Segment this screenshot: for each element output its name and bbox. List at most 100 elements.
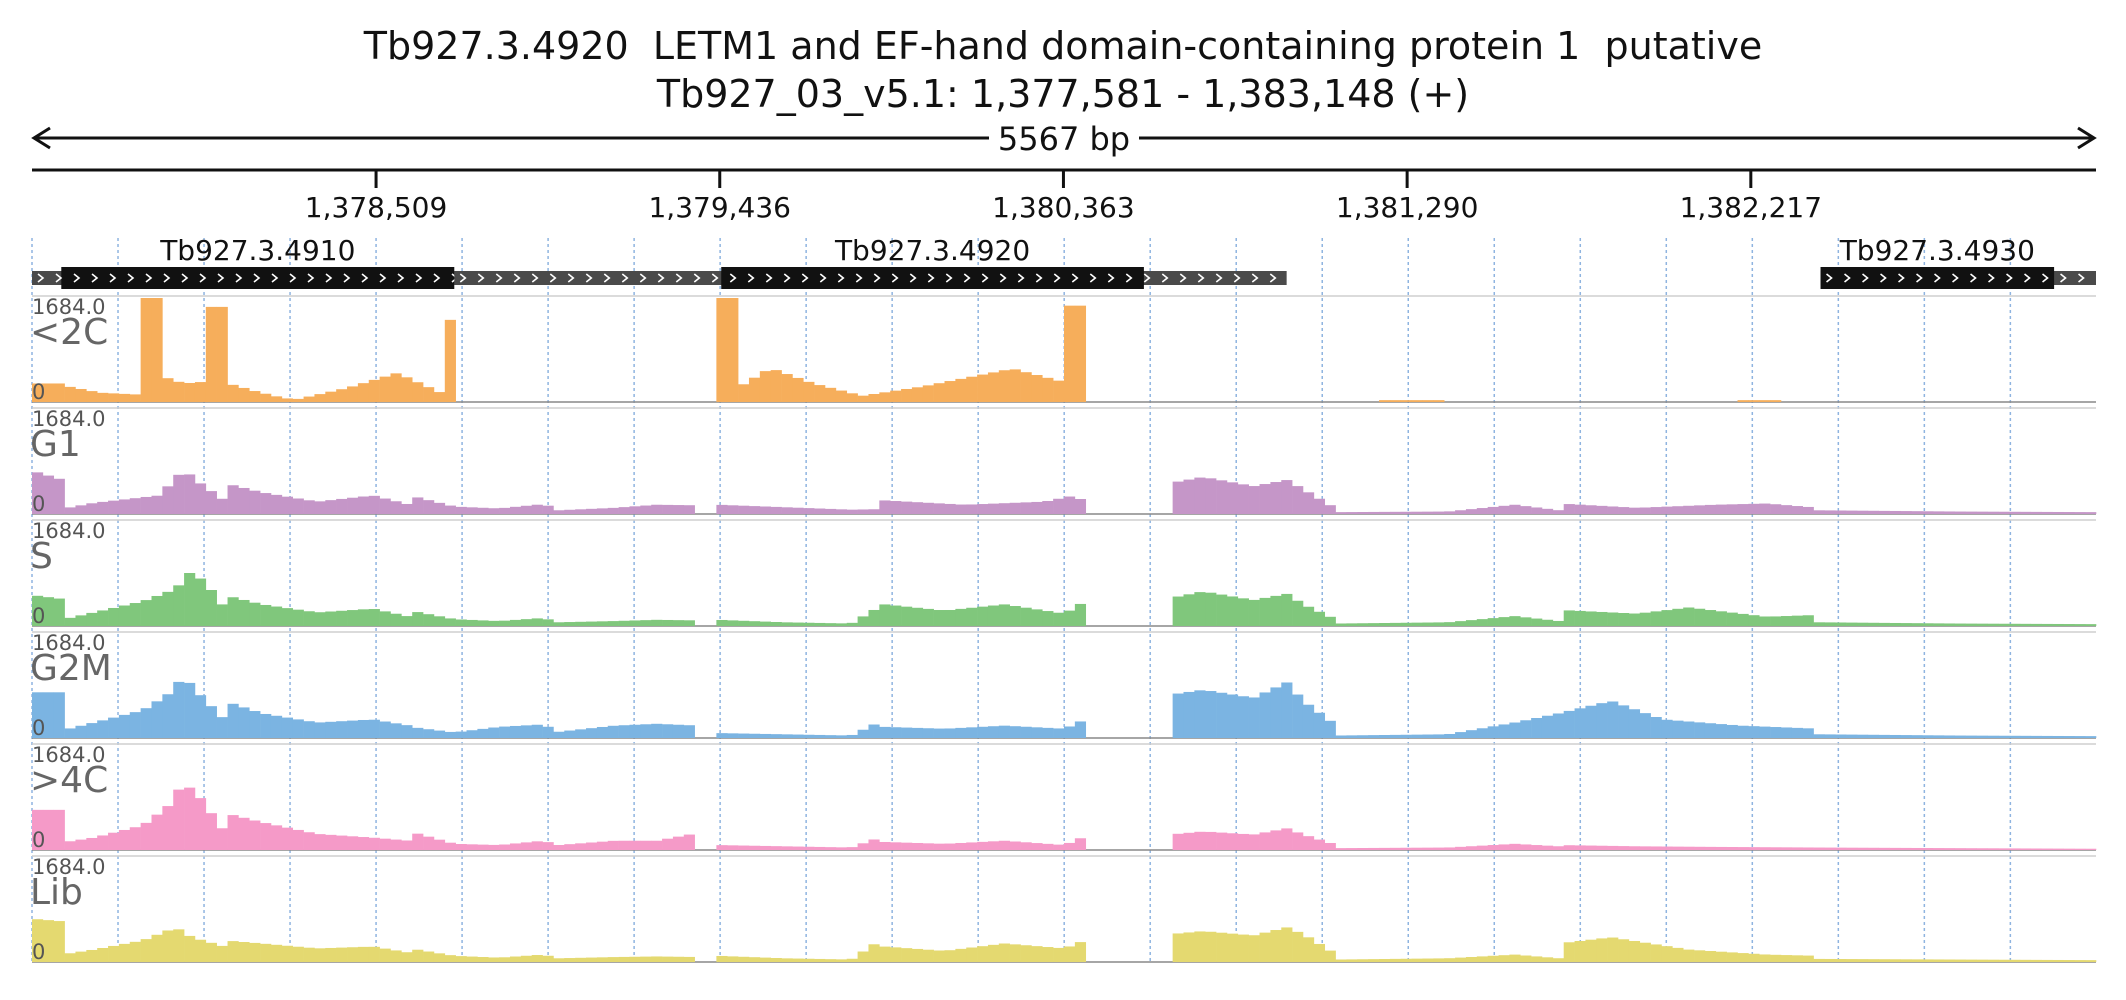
coverage-bar (1704, 723, 1717, 738)
coverage-bar (1031, 946, 1043, 962)
coverage-bar (281, 827, 294, 850)
coverage-bar (1998, 848, 2010, 850)
coverage-bar (216, 604, 228, 626)
coverage-bar (1889, 622, 1901, 626)
coverage-bar (814, 508, 826, 514)
coverage-bar (1444, 847, 1456, 850)
coverage-bar (1313, 839, 1326, 850)
coverage-bar (260, 943, 272, 962)
coverage-bar (770, 734, 782, 738)
coverage-bar (1857, 847, 1869, 850)
coverage-bar (770, 846, 782, 850)
coverage-bar (53, 478, 65, 514)
coverage-bar (1476, 508, 1488, 514)
coverage-bar (466, 844, 478, 850)
strand-arrow-icon (253, 273, 261, 283)
coverage-bar (1509, 954, 1521, 962)
coverage-bar (97, 835, 109, 850)
coverage-bar (314, 612, 326, 626)
coverage-bar (553, 510, 565, 514)
coverage-bar (292, 498, 304, 514)
coverage-bar (1867, 622, 1880, 626)
coverage-bar (814, 846, 826, 850)
coverage-bar (1650, 717, 1662, 738)
coverage-bar (1813, 510, 1825, 514)
coverage-bar (1715, 951, 1727, 962)
coverage-bar (1618, 705, 1630, 738)
coverage-bar (249, 711, 261, 738)
coverage-bar (792, 846, 804, 850)
strand-arrow-icon (2078, 273, 2085, 283)
coverage-bar (140, 496, 152, 514)
coverage-bar (1031, 843, 1043, 850)
coverage-bar (1552, 620, 1565, 626)
coverage-bar (325, 391, 337, 402)
coverage-bar (1379, 622, 1391, 626)
y-max-label: 1684.0 (32, 407, 105, 431)
strand-arrow-icon (235, 273, 243, 283)
coverage-bar (32, 692, 44, 738)
coverage-bar (727, 956, 739, 962)
coverage-bar (911, 387, 924, 402)
coverage-bar (2052, 735, 2064, 738)
strand-arrow-icon (477, 273, 485, 283)
coverage-bar (575, 957, 587, 962)
coverage-bar (64, 386, 76, 402)
coverage-bar (249, 942, 261, 962)
coverage-bar (1574, 940, 1586, 962)
coverage-bar (1357, 959, 1369, 962)
coverage-bar (325, 500, 337, 514)
coverage-bar (53, 921, 65, 962)
coverage-bar (868, 609, 880, 626)
coverage-bar (1607, 701, 1619, 738)
chart-subtitle: Tb927_03_v5.1: 1,377,581 - 1,383,148 (+) (656, 72, 1470, 116)
coverage-bar (1965, 511, 1977, 514)
y-min-label: 0 (32, 716, 45, 740)
coverage-bar (1683, 721, 1695, 738)
coverage-bar (303, 832, 315, 850)
coverage-bar (1607, 937, 1619, 962)
coverage-bar (205, 706, 217, 738)
strand-arrow-icon (585, 273, 593, 283)
coverage-bar (1411, 400, 1423, 402)
coverage-bar (2041, 735, 2053, 738)
coverage-bar (1053, 380, 1065, 402)
coverage-bar (1183, 932, 1195, 962)
coverage-bar (1987, 848, 1999, 850)
strand-arrow-icon (855, 273, 863, 283)
strand-arrow-icon (1934, 273, 1941, 283)
coverage-bar (1607, 612, 1619, 626)
coverage-bar (1237, 598, 1249, 626)
coverage-bar (1954, 959, 1966, 962)
strand-arrow-icon (2006, 273, 2013, 283)
coverage-bar (140, 822, 152, 850)
y-max-label: 1684.0 (32, 295, 105, 319)
coverage-bar (1639, 942, 1651, 962)
coverage-bar (1694, 505, 1706, 514)
coverage-bar (1748, 726, 1760, 738)
coverage-bar (922, 949, 934, 962)
coverage-bar (759, 845, 771, 850)
coverage-bar (2063, 960, 2075, 962)
strand-arrow-icon (747, 273, 755, 283)
coverage-bar (1498, 955, 1510, 962)
coverage-bar (194, 578, 207, 626)
strand-arrow-icon (415, 273, 423, 283)
coverage-bar (444, 319, 456, 402)
coverage-bar (390, 950, 402, 962)
coverage-bar (173, 381, 185, 402)
coverage-bar (1411, 847, 1423, 850)
coverage-bar (499, 620, 511, 626)
coverage-bar (716, 504, 728, 514)
coverage-bar (281, 608, 294, 626)
coverage-bar (1281, 682, 1293, 738)
coverage-bar (792, 958, 804, 962)
coverage-bar (770, 506, 782, 514)
coverage-bar (1835, 847, 1847, 850)
coverage-bar (1226, 833, 1239, 850)
strand-arrow-icon (1988, 273, 1995, 283)
strand-arrow-icon (963, 273, 971, 283)
coverage-bar (86, 612, 98, 626)
coverage-bar (1791, 506, 1803, 514)
coverage-bar (1770, 400, 1782, 402)
